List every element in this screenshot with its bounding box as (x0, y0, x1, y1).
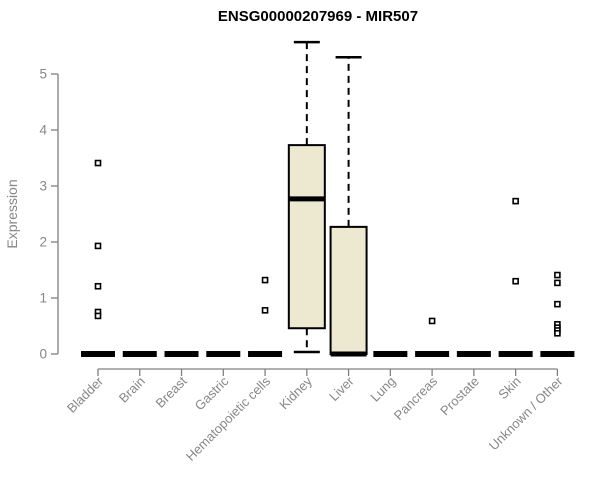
outlier-point (428, 317, 436, 325)
y-tick-label: 5 (39, 67, 47, 82)
zero-box-bar (206, 351, 241, 357)
outlier-point (94, 159, 102, 167)
x-category-label: Bladder (64, 373, 107, 416)
x-category-label: Kidney (276, 373, 315, 412)
x-category-label: Lung (367, 374, 398, 405)
y-tick-label: 2 (39, 235, 47, 250)
zero-box-bar (122, 351, 157, 357)
x-category-label: Pancreas (391, 373, 441, 423)
outlier-point (512, 277, 519, 285)
outlier-point (554, 279, 561, 287)
zero-box-bar (498, 351, 533, 357)
y-tick-label: 1 (39, 291, 47, 306)
x-category-label: Unknown / Other (486, 373, 566, 453)
x-category-label: Brain (116, 374, 148, 406)
boxes-layer (81, 40, 575, 357)
y-axis-title: Expression (4, 179, 20, 248)
outlier-point (94, 312, 102, 320)
zero-box-bar (456, 351, 491, 357)
x-category-label: Skin (495, 374, 523, 402)
zero-box-bar (540, 351, 575, 357)
x-category-label: Liver (326, 373, 357, 404)
y-tick-label: 0 (39, 347, 47, 362)
outlier-point (554, 300, 561, 308)
zero-box-bar (415, 351, 450, 357)
outlier-point (261, 276, 269, 284)
x-category-label: Gastric (192, 373, 232, 413)
zero-box-bar (373, 351, 408, 357)
zero-box-bar (248, 351, 283, 357)
y-tick-label: 3 (39, 179, 47, 194)
x-category-label: Breast (152, 373, 189, 410)
box (287, 144, 326, 330)
zero-box-bar (164, 351, 199, 357)
chart-title: ENSG00000207969 - MIR507 (218, 8, 418, 25)
outlier-point (554, 329, 561, 337)
outlier-point (94, 282, 102, 290)
x-category-label: Prostate (437, 374, 482, 419)
outlier-point (94, 242, 102, 250)
outlier-point (261, 307, 269, 314)
zero-box-bar (81, 351, 115, 357)
outlier-point (512, 197, 519, 205)
box (329, 225, 368, 356)
outlier-point (554, 271, 561, 279)
y-tick-label: 4 (39, 123, 47, 138)
